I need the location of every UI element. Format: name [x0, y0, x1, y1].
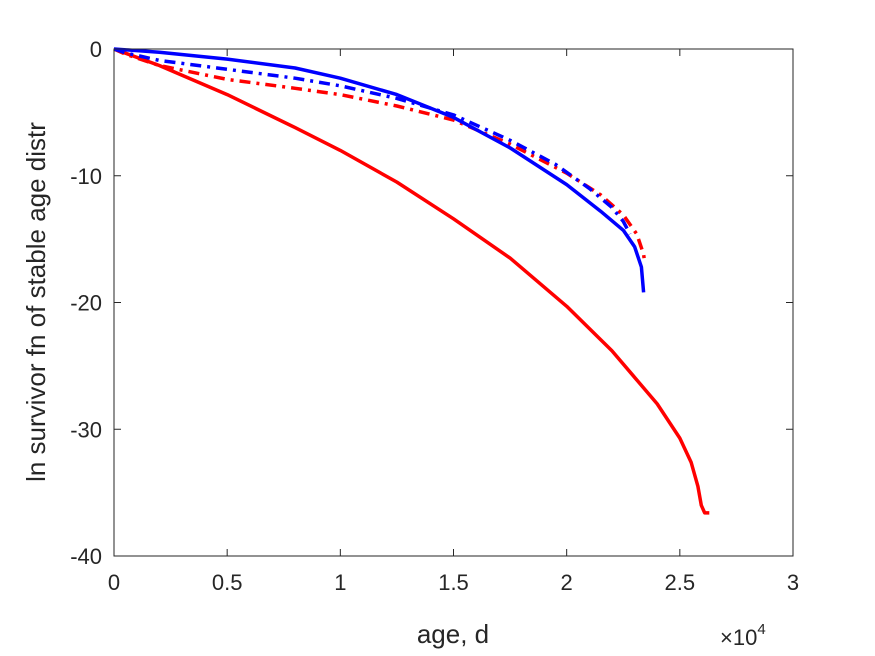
tick-layer: 0 0.5 1 1.5 2 2.5 3 0 -10 -20 -30 -40 [70, 37, 799, 595]
plot-background [114, 49, 793, 556]
y-tick-label: -40 [70, 544, 102, 569]
x-tick-label: 2 [561, 570, 573, 595]
x-tick-label: 1 [334, 570, 346, 595]
y-tick-label: -10 [70, 164, 102, 189]
series-line-1 [113, 47, 710, 515]
x-exponent-power: 4 [757, 621, 765, 638]
x-tick-label: 1.5 [438, 570, 469, 595]
x-exponent-base: ×10 [720, 625, 757, 650]
y-axis-label: ln survivor fn of stable age distr [21, 122, 51, 482]
x-tick-label: 3 [787, 570, 799, 595]
y-tick-label: -30 [70, 417, 102, 442]
y-tick-label: -20 [70, 291, 102, 316]
series-line-2 [113, 47, 647, 264]
series-layer [113, 47, 710, 515]
x-tick-label: 0 [108, 570, 120, 595]
x-tick-label: 0.5 [212, 570, 243, 595]
x-tick-label: 2.5 [665, 570, 696, 595]
x-axis-label: age, d [417, 619, 489, 649]
y-tick-label: 0 [90, 37, 102, 62]
series-line-4 [113, 47, 646, 293]
x-exponent-label: ×104 [720, 621, 766, 650]
